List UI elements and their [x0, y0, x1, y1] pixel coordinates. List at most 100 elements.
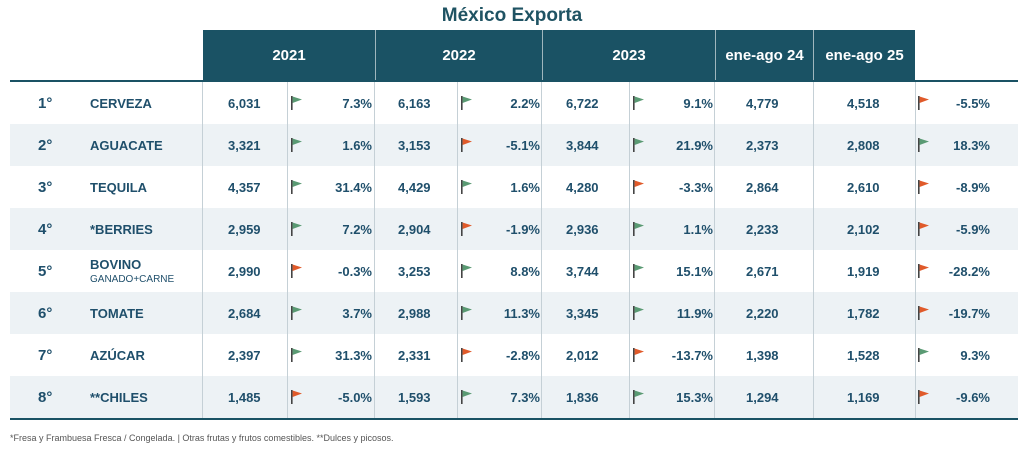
column-divider [202, 166, 203, 208]
value-cell: 3,744 [566, 263, 599, 279]
value-cell: 6,722 [566, 95, 599, 111]
percent-cell: 21.9% [676, 137, 713, 153]
product-name-text: **CHILES [90, 389, 148, 405]
value-cell: 2,671 [746, 263, 779, 279]
percent-cell: 1.6% [342, 137, 372, 153]
flag-up-icon [291, 96, 302, 110]
value-cell: 2,233 [746, 221, 779, 237]
column-divider [813, 376, 814, 418]
percent-cell: 9.3% [960, 347, 990, 363]
value-cell: 1,485 [228, 389, 261, 405]
header-2021: 2021 [203, 30, 375, 80]
flag-up-icon [291, 348, 302, 362]
percent-cell: -28.2% [948, 263, 990, 279]
header-2023: 2023 [542, 30, 715, 80]
column-divider [915, 124, 916, 166]
flag-up-icon [918, 348, 929, 362]
column-divider [541, 208, 542, 250]
table-row: 7° AZÚCAR 2,397 31.3% 2,331 -2.8% 2,012 -13.7% 1… [10, 334, 1018, 376]
value-cell: 2,397 [228, 347, 261, 363]
column-divider [287, 166, 288, 208]
percent-cell: -5.9% [956, 221, 990, 237]
rank-label: 8° [38, 388, 53, 406]
percent-cell: 31.3% [335, 347, 372, 363]
column-divider [629, 376, 630, 418]
column-divider [202, 334, 203, 376]
product-name: TEQUILA [90, 166, 210, 208]
column-divider [374, 250, 375, 292]
percent-cell: 1.6% [510, 179, 540, 195]
column-divider [813, 166, 814, 208]
column-divider [714, 166, 715, 208]
column-divider [202, 292, 203, 334]
column-divider [629, 124, 630, 166]
flag-down-icon [461, 138, 472, 152]
column-divider [714, 334, 715, 376]
value-cell: 4,429 [398, 179, 431, 195]
column-divider [915, 292, 916, 334]
product-name: TOMATE [90, 292, 210, 334]
column-divider [714, 82, 715, 124]
flag-up-icon [291, 138, 302, 152]
table-row: 2° AGUACATE 3,321 1.6% 3,153 -5.1% 3,844 21.9% 2… [10, 124, 1018, 166]
flag-up-icon [461, 180, 472, 194]
column-divider [457, 250, 458, 292]
column-divider [374, 292, 375, 334]
product-name: *BERRIES [90, 208, 210, 250]
value-cell: 2,808 [847, 137, 880, 153]
value-cell: 1,919 [847, 263, 880, 279]
value-cell: 2,220 [746, 305, 779, 321]
column-divider [202, 376, 203, 418]
flag-up-icon [633, 138, 644, 152]
flag-up-icon [461, 306, 472, 320]
percent-cell: -5.1% [506, 137, 540, 153]
rank-label: 3° [38, 178, 53, 196]
value-cell: 4,779 [746, 95, 779, 111]
percent-cell: -13.7% [671, 347, 713, 363]
column-divider [287, 124, 288, 166]
column-divider [629, 292, 630, 334]
column-divider [287, 376, 288, 418]
column-divider [714, 208, 715, 250]
percent-cell: 11.9% [676, 305, 713, 321]
flag-down-icon [918, 180, 929, 194]
percent-cell: 1.1% [683, 221, 713, 237]
value-cell: 6,031 [228, 95, 261, 111]
value-cell: 2,373 [746, 137, 779, 153]
header-ene-ago-25: ene-ago 25 [813, 30, 915, 80]
product-name: AZÚCAR [90, 334, 210, 376]
column-divider [915, 376, 916, 418]
column-divider [457, 334, 458, 376]
column-divider [287, 250, 288, 292]
value-cell: 2,904 [398, 221, 431, 237]
percent-cell: 15.1% [676, 263, 713, 279]
product-subtitle: GANADO+CARNE [90, 274, 175, 285]
value-cell: 2,610 [847, 179, 880, 195]
column-divider [629, 208, 630, 250]
column-divider [541, 250, 542, 292]
column-divider [374, 334, 375, 376]
percent-cell: 18.3% [953, 137, 990, 153]
column-divider [374, 208, 375, 250]
flag-down-icon [461, 348, 472, 362]
value-cell: 1,528 [847, 347, 880, 363]
product-name-text: TOMATE [90, 305, 144, 321]
flag-up-icon [461, 96, 472, 110]
table-row: 5° BOVINO GANADO+CARNE 2,990 -0.3% 3,253 8.8% 3… [10, 250, 1018, 292]
percent-cell: 7.2% [342, 221, 372, 237]
percent-cell: -19.7% [948, 305, 990, 321]
column-divider [541, 124, 542, 166]
percent-cell: -5.5% [956, 95, 990, 111]
value-cell: 2,684 [228, 305, 261, 321]
column-divider [374, 166, 375, 208]
value-cell: 3,345 [566, 305, 599, 321]
percent-cell: 3.7% [342, 305, 372, 321]
value-cell: 2,990 [228, 263, 261, 279]
percent-cell: 11.3% [503, 305, 540, 321]
flag-down-icon [918, 264, 929, 278]
table-row: 4° *BERRIES 2,959 7.2% 2,904 -1.9% 2,936 1.1% 2,… [10, 208, 1018, 250]
product-name-text: BOVINO [90, 257, 142, 272]
column-divider [287, 208, 288, 250]
product-name: CERVEZA [90, 82, 210, 124]
value-cell: 2,936 [566, 221, 599, 237]
